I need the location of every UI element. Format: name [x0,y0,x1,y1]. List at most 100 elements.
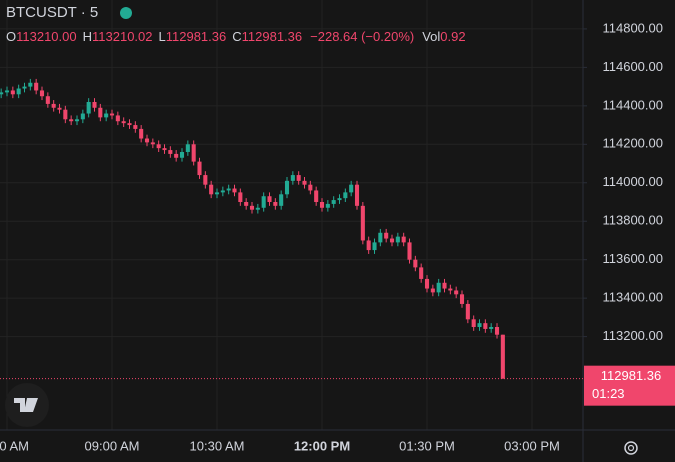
candle-body [360,205,365,241]
candle-body [401,236,406,243]
y-tick-label: 113400.00 [603,290,664,305]
volume-key: Vol [422,29,440,44]
settings-icon[interactable] [624,441,638,455]
candle-body [442,282,447,289]
ohlc-key: C [232,29,241,44]
candle-body [372,242,377,251]
countdown: 01:23 [592,386,625,401]
x-tick-label: 03:00 PM [504,438,560,453]
candle-body [22,86,27,89]
candle-body [477,323,482,328]
candle-body [349,184,354,193]
x-tick-label: 12:00 PM [294,438,350,453]
ohlc-header: O113210.00 H113210.02 L112981.36 C112981.36… [6,29,466,44]
ohlc-key: L [159,29,166,44]
candle-body [343,192,348,199]
candle-body [74,119,80,122]
y-tick-label: 114800.00 [603,20,664,35]
tv-logo [5,383,49,427]
candle-body [249,205,255,210]
candle-body [51,103,56,108]
candle-body [69,119,74,122]
candle-body [255,207,260,210]
candle-body [98,107,103,118]
candle-body [191,144,196,162]
candle-body [86,101,91,114]
y-tick-label: 113600.00 [603,251,664,266]
candle-body [296,175,301,181]
candle-body [92,101,97,108]
ohlc-value: 112981.36 [166,29,227,44]
candle-body [4,90,10,93]
candle-body [436,282,441,293]
candle-body [39,90,45,97]
candle-body [261,196,266,208]
candle-body [203,175,208,185]
candle-body [150,142,155,145]
candle-body [104,113,109,118]
candle-body [16,88,21,95]
candle-body [185,144,190,152]
candle-body [325,203,330,208]
candle-body [483,323,488,329]
x-tick-label: 09:00 AM [85,438,140,453]
candle-body [226,188,231,191]
candle-body [465,303,470,320]
ohlc-key: O [6,29,16,44]
candle-body [302,180,307,185]
candle-body [331,200,336,204]
ohlc-value: 112981.36 [242,29,303,44]
candle-body [144,138,150,143]
candle-body [209,184,214,195]
candle-body [459,294,465,304]
candle-body [238,192,243,202]
candle-body [354,184,360,206]
candle-body [115,115,120,122]
candle-body [45,96,50,104]
y-tick-label: 113800.00 [603,213,664,228]
candle-body [279,194,284,206]
candle-body [127,123,132,126]
candle-body [337,198,342,201]
candle-body [419,267,424,279]
candle-body [366,240,371,251]
candle-body [308,184,313,191]
ohlc-value: 113210.00 [16,29,77,44]
candle-body [63,109,68,120]
x-tick-label: 10:30 AM [190,438,245,453]
candle-body [156,144,161,149]
candles [0,78,505,379]
candle-body [471,319,476,328]
candle-body [244,201,249,206]
volume-value: 0.92 [440,29,465,44]
candle-body [139,128,144,139]
candle-body [395,236,400,243]
candle-body [384,232,389,239]
candle-body [413,259,418,268]
candle-body [133,125,138,129]
candle-body [28,82,33,87]
market-status [120,7,132,19]
ohlc-key: H [83,29,92,44]
candle-body [319,201,325,208]
candle-body [454,290,459,295]
last-price-box [584,365,675,406]
candle-body [424,278,430,289]
candle-body [407,242,412,260]
candle-body [10,90,15,95]
x-tick-label: 01:30 PM [399,438,455,453]
candle-body [0,92,4,95]
y-tick-label: 114600.00 [603,59,664,74]
candle-body [179,151,185,158]
candle-body [168,150,173,154]
ohlc-value: 113210.02 [92,29,153,44]
change: −228.64 (−0.20%) [310,29,414,44]
grid [0,0,583,430]
y-tick-label: 113200.00 [603,328,664,343]
candle-body [121,121,126,124]
candle-body [34,82,39,91]
y-tick-label: 114000.00 [603,174,664,189]
